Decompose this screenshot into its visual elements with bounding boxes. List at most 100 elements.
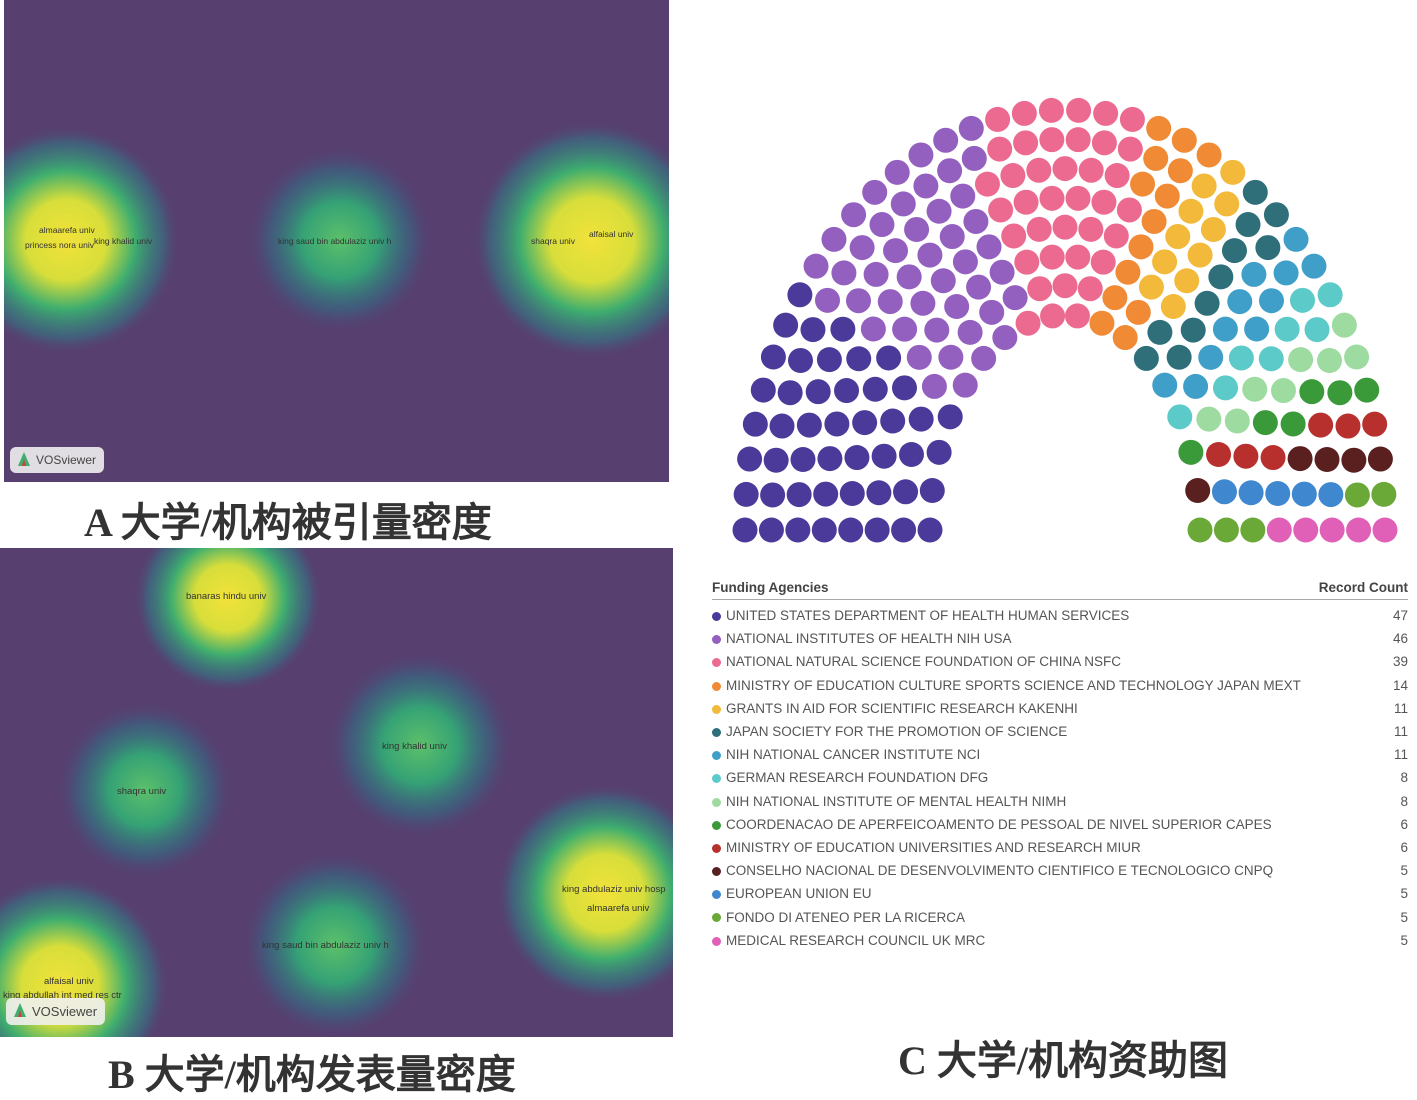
record-count: 6 — [1400, 816, 1408, 832]
record-count: 5 — [1400, 932, 1408, 948]
legend-dot — [712, 843, 721, 853]
seat-dot — [1238, 480, 1264, 506]
seat-dot — [1242, 376, 1268, 402]
seat-dot — [1244, 316, 1270, 342]
seat-dot — [884, 159, 910, 185]
seat-dot — [849, 235, 875, 261]
seat-dot — [1346, 517, 1372, 543]
table-row: NIH NATIONAL INSTITUTE OF MENTAL HEALTH … — [712, 790, 1408, 813]
seat-dot — [814, 287, 840, 313]
node-label: almaarefa univ — [39, 225, 96, 235]
seat-dot — [992, 325, 1018, 351]
node-label: king abdulaziz univ hosp — [562, 884, 666, 895]
seat-dot — [937, 404, 963, 430]
seat-dot — [961, 145, 987, 171]
seat-dot — [1316, 347, 1342, 373]
seat-dot — [1102, 285, 1128, 311]
seat-dot — [1160, 294, 1186, 320]
legend-dot — [712, 635, 721, 645]
seat-dot — [1367, 446, 1393, 472]
node-label: princess nora univ — [25, 240, 95, 250]
seat-dot — [862, 376, 888, 402]
seat-dot — [1213, 375, 1239, 401]
seat-dot — [966, 274, 992, 300]
density-blob — [245, 145, 435, 335]
seat-dot — [1283, 226, 1309, 252]
seat-dot — [1228, 345, 1254, 371]
seat-dot — [917, 242, 943, 268]
node-label: almaarefa univ — [587, 903, 650, 914]
seat-dot — [834, 378, 860, 404]
seat-dot — [760, 344, 786, 370]
seat-dot — [1077, 276, 1103, 302]
agency-name: NIH NATIONAL INSTITUTE OF MENTAL HEALTH … — [726, 793, 1067, 809]
header-funding-agencies: Funding Agencies — [712, 580, 829, 595]
seat-dot — [817, 446, 843, 472]
funding-parliament-chart — [732, 97, 1398, 543]
seat-dot — [1208, 264, 1234, 290]
seat-dot — [1178, 198, 1204, 224]
seat-dot — [1211, 479, 1237, 505]
seat-dot — [1180, 317, 1206, 343]
agency-name: UNITED STATES DEPARTMENT OF HEALTH HUMAN… — [726, 608, 1130, 624]
seat-dot — [1273, 260, 1299, 286]
seat-dot — [1014, 249, 1040, 275]
seat-dot — [944, 294, 970, 320]
vosviewer-logo-icon — [13, 1002, 27, 1018]
seat-dot — [871, 443, 897, 469]
table-row: COORDENACAO DE APERFEICOAMENTO DE PESSOA… — [712, 813, 1408, 836]
table-row: GRANTS IN AID FOR SCIENTIFIC RESEARCH KA… — [712, 697, 1408, 720]
seat-dot — [892, 316, 918, 342]
seat-dot — [1002, 285, 1028, 311]
legend-dot — [712, 681, 721, 691]
seat-dot — [898, 442, 924, 468]
seat-dot — [906, 344, 932, 370]
seat-dot — [988, 197, 1014, 223]
legend-dot — [712, 704, 721, 714]
table-row: JAPAN SOCIETY FOR THE PROMOTION OF SCIEN… — [712, 720, 1408, 743]
seat-dot — [787, 282, 813, 308]
seat-dot — [1078, 157, 1104, 183]
table-row: UNITED STATES DEPARTMENT OF HEALTH HUMAN… — [712, 604, 1408, 627]
agency-name: NATIONAL NATURAL SCIENCE FOUNDATION OF C… — [726, 654, 1122, 670]
seat-dot — [890, 191, 916, 217]
record-count: 5 — [1400, 886, 1408, 902]
seat-dot — [913, 173, 939, 199]
seat-dot — [1152, 372, 1178, 398]
seat-dot — [760, 482, 786, 508]
seat-dot — [1141, 208, 1167, 234]
seat-dot — [838, 517, 864, 543]
seat-dot — [883, 238, 909, 264]
seat-dot — [1052, 273, 1078, 299]
seat-dot — [917, 517, 943, 543]
seat-dot — [1260, 445, 1286, 471]
legend-dot — [712, 913, 721, 923]
node-label: king saud bin abdulaziz univ h — [262, 940, 389, 951]
seat-dot — [1091, 189, 1117, 215]
seat-dot — [786, 482, 812, 508]
seat-dot — [758, 517, 784, 543]
record-count: 47 — [1392, 608, 1408, 624]
seat-dot — [846, 346, 872, 372]
seat-dot — [742, 411, 768, 437]
seat-dot — [1093, 100, 1119, 126]
seat-dot — [1027, 276, 1053, 302]
seat-dot — [957, 319, 983, 345]
seat-dot — [891, 375, 917, 401]
table-row: NATIONAL INSTITUTES OF HEALTH NIH USA 46 — [712, 627, 1408, 650]
seat-dot — [769, 413, 795, 439]
node-label: king abdullah int med res ctr — [3, 990, 122, 1001]
seat-dot — [750, 377, 776, 403]
node-label: king khalid univ — [94, 236, 153, 246]
seat-dot — [1138, 274, 1164, 300]
seat-dot — [763, 447, 789, 473]
seat-dot — [908, 406, 934, 432]
table-row: NATIONAL NATURAL SCIENCE FOUNDATION OF C… — [712, 650, 1408, 673]
seat-dot — [796, 412, 822, 438]
record-count: 46 — [1392, 631, 1408, 647]
citation-density-map: almaarefa univ princess nora univ king k… — [4, 0, 669, 482]
seat-dot — [1255, 235, 1281, 261]
seat-dot — [860, 316, 886, 342]
seat-dot — [869, 212, 895, 238]
seat-dot — [952, 372, 978, 398]
